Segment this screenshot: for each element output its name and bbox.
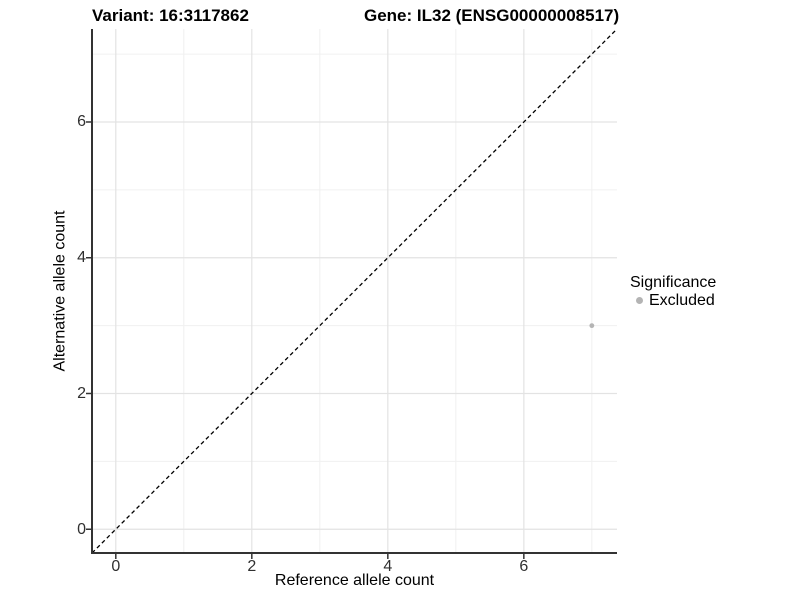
data-point	[589, 323, 595, 329]
y-tick-label: 2	[77, 384, 86, 402]
x-tick-label: 0	[111, 558, 121, 575]
y-tick-label: 6	[77, 113, 86, 131]
x-axis-title: Reference allele count	[274, 572, 435, 589]
legend-entry-excluded: Excluded	[630, 292, 716, 309]
y-tick-label: 0	[77, 520, 86, 538]
x-tick-label: 6	[519, 558, 529, 575]
legend-key-dot-icon	[636, 297, 643, 304]
y-axis-title: Alternative allele count	[51, 210, 69, 372]
legend-title: Significance	[630, 274, 717, 291]
x-tick-label: 2	[247, 558, 257, 575]
plot-title-gene: Gene: IL32 (ENSG00000008517)	[364, 6, 620, 25]
identity-reference-line	[91, 28, 618, 554]
x-tick-label: 4	[383, 558, 393, 575]
legend-entry-label: Excluded	[649, 292, 715, 309]
y-tick-label: 4	[77, 249, 86, 267]
legend: Significance Excluded	[630, 273, 716, 309]
plot-title-variant: Variant: 16:3117862	[92, 6, 249, 25]
